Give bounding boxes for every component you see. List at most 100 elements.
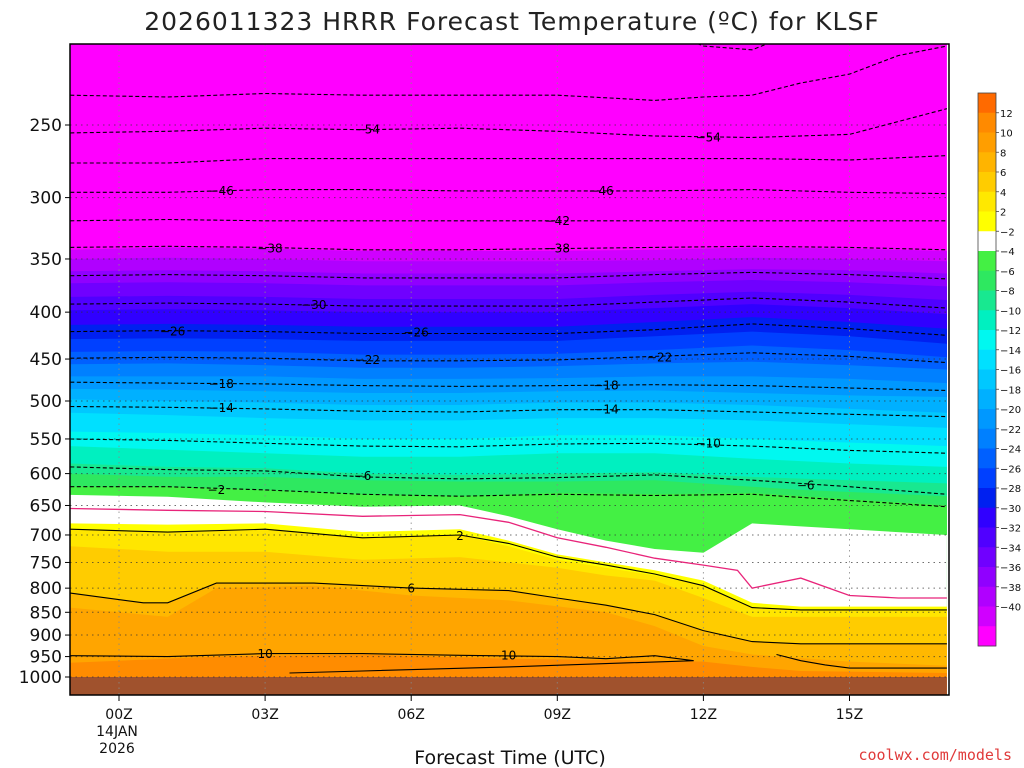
contour-label: −22 [355,353,380,367]
colorbar-label: −34 [1000,543,1021,554]
colorbar-swatch [978,251,996,272]
x-tick-date: 14JAN [96,724,138,740]
contour-label: −54 [696,131,721,145]
contour-line [70,245,947,251]
contour-line [70,486,947,508]
x-axis-label: Forecast Time (UTC) [414,747,605,768]
colorbar-swatch [978,290,996,311]
colorbar-swatch [978,270,996,291]
colorbar-swatch [978,409,996,430]
colorbar-label: 12 [1000,109,1013,120]
contour-label: −14 [593,403,618,417]
y-tick-label: 550 [30,430,62,450]
colorbar-swatch [978,468,996,489]
contour-line [70,218,947,222]
contour-label: −14 [209,401,234,415]
colorbar-swatch [978,172,996,193]
contour-label: −6 [797,478,815,492]
contour-line [70,323,947,336]
colorbar-label: −36 [1000,563,1021,574]
colorbar-label: −38 [1000,583,1021,594]
temperature-fill [70,44,947,695]
colorbar-swatch [978,112,996,133]
x-tick-label: 03Z [251,707,278,723]
colorbar-label: −20 [1000,405,1021,416]
y-tick-label: 1000 [19,668,62,688]
contour-line [70,653,694,674]
colorbar: 12 10 8 6 4 2 −2 −4 −6 −8 −10 −12 −14 −16 −18 −20 −22 −24… [977,92,1021,647]
credit-link[interactable]: coolwx.com/models [858,746,1012,764]
x-tick-label: 15Z [836,707,863,723]
contour-labels: −54−54−46 −46−42−38 −38−30−26 −26−22 −22−18−… [160,123,815,663]
contour-line [70,528,947,611]
colorbar-label: 2 [1000,208,1006,219]
y-tick-label: 750 [30,553,62,573]
y-tick-label: 600 [30,465,62,485]
contour-label: −26 [403,326,428,340]
x-tick-label: 12Z [690,707,717,723]
colorbar-swatch [978,93,996,114]
y-tick-label: 450 [30,350,62,370]
colorbar-swatch [978,330,996,351]
contour-label: −2 [208,483,226,497]
contour-label: −38 [545,242,570,256]
colorbar-swatch [978,507,996,528]
contour-label: 2 [456,529,464,543]
contour-label: −38 [257,242,282,256]
y-tick-label: 250 [30,116,62,136]
y-tick-label: 650 [30,496,62,516]
colorbar-swatch [978,488,996,509]
x-tick-label: 09Z [544,707,571,723]
contour-label: 6 [407,582,415,596]
contour-line [776,653,947,669]
colorbar-swatch [978,231,996,252]
colorbar-label: −26 [1000,464,1021,475]
colorbar-swatch [978,527,996,548]
contour-line [70,297,947,309]
colorbar-label: −8 [1000,287,1015,298]
gridlines [70,44,949,695]
y-tick-label: 500 [30,392,62,412]
colorbar-swatch [978,448,996,469]
contour-line [70,108,948,139]
chart-title: 2026011323 HRRR Forecast Temperature (ºC… [144,7,880,36]
colorbar-swatch [978,152,996,173]
x-tick-label: 00Z [105,707,132,723]
y-tick-label: 400 [30,303,62,323]
colorbar-label: −32 [1000,524,1021,535]
contour-line [697,44,768,51]
contour-line [70,155,947,164]
colorbar-label: −4 [1000,247,1015,258]
y-tick-label: 900 [30,626,62,646]
contour-line [70,45,948,101]
colorbar-label: −12 [1000,326,1021,337]
y-axis: 250 300 350 400 450 500 550 600 650 700 750 800 850 9… [19,116,70,688]
x-tick-label: 06Z [397,707,424,723]
colorbar-swatch [978,606,996,627]
colorbar-label: 10 [1000,129,1013,140]
contour-lines [70,44,948,674]
contour-line [70,582,947,645]
contour-line [70,189,947,195]
contour-label: 10 [501,649,516,663]
colorbar-swatch [978,132,996,153]
colorbar-swatch [978,389,996,410]
contour-label: −6 [354,469,372,483]
contour-label: −18 [593,379,618,393]
colorbar-swatch [978,428,996,449]
y-tick-label: 800 [30,579,62,599]
plot-frame [69,43,950,696]
colorbar-label: −28 [1000,484,1021,495]
colorbar-swatch [978,626,996,647]
colorbar-label: −14 [1000,346,1021,357]
contour-label: −22 [647,350,672,364]
contour-label: −26 [160,325,185,339]
y-tick-label: 850 [30,603,62,623]
colorbar-swatch [978,191,996,212]
colorbar-swatch [978,369,996,390]
colorbar-swatch [978,310,996,331]
contour-label: −42 [545,214,570,228]
contour-line [70,352,947,364]
colorbar-swatch [978,567,996,588]
